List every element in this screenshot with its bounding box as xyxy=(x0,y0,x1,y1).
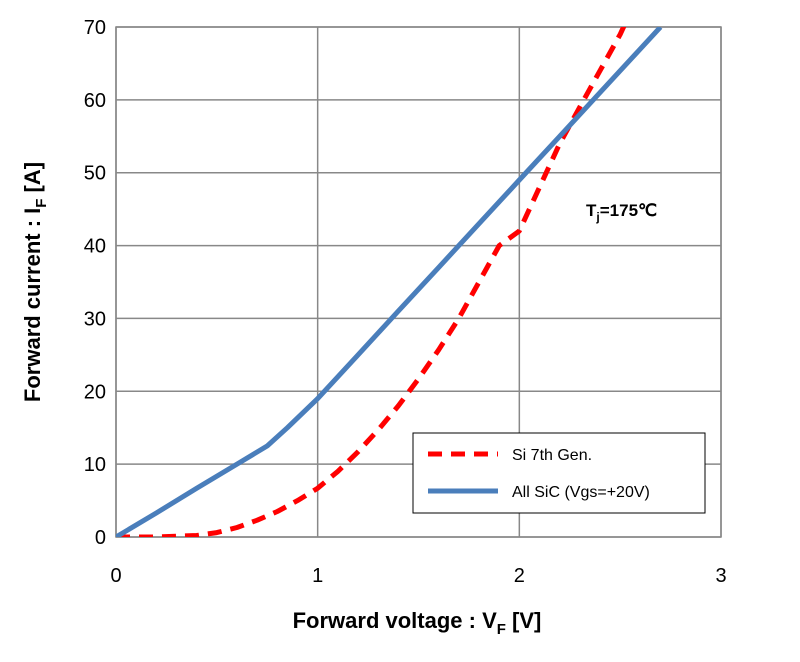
y-axis-title-unit: [A] xyxy=(20,162,45,199)
x-tick-label: 2 xyxy=(514,565,525,587)
series-lines xyxy=(116,27,663,537)
x-tick-label: 1 xyxy=(312,565,323,587)
x-tick-label: 3 xyxy=(715,565,726,587)
legend: Si 7th Gen. All SiC (Vgs=+20V) xyxy=(412,432,706,514)
y-tick-label: 10 xyxy=(84,454,106,476)
y-tick-label: 30 xyxy=(84,308,106,330)
tick-labels: 0 10 20 30 40 50 60 70 0 1 2 3 xyxy=(84,17,727,587)
plot-frame xyxy=(115,26,722,538)
legend-label-all-sic: All SiC (Vgs=+20V) xyxy=(512,484,650,501)
annotation-unit: ℃ xyxy=(638,201,657,220)
y-tick-label: 50 xyxy=(84,163,106,185)
annotation-value: =175 xyxy=(600,201,638,220)
legend-label-si-7th-gen: Si 7th Gen. xyxy=(512,447,592,464)
series-line-si-7th-gen xyxy=(116,27,627,537)
y-tick-label: 70 xyxy=(84,17,106,39)
x-tick-label: 0 xyxy=(110,565,121,587)
x-axis-title: Forward voltage : VF [V] xyxy=(293,608,542,638)
x-axis-title-unit: [V] xyxy=(506,608,541,633)
annotation-subscript: j xyxy=(595,210,599,224)
y-tick-label: 20 xyxy=(84,381,106,403)
y-axis-title: Forward current : IF [A] xyxy=(20,162,50,402)
temperature-annotation: Tj=175℃ xyxy=(586,201,657,224)
y-tick-label: 40 xyxy=(84,236,106,258)
y-axis-title-subscript: F xyxy=(33,199,50,208)
y-tick-label: 60 xyxy=(84,90,106,112)
x-axis-title-subscript: F xyxy=(497,621,506,638)
y-tick-label: 0 xyxy=(95,527,106,549)
series-line-all-sic xyxy=(116,27,663,537)
legend-box xyxy=(412,432,706,514)
